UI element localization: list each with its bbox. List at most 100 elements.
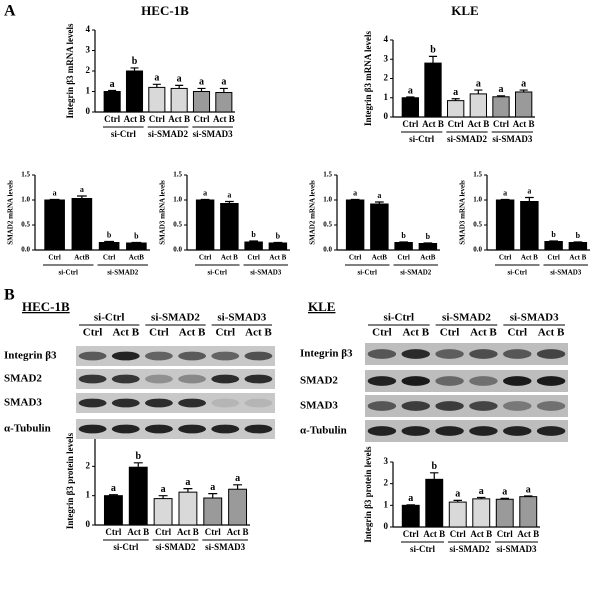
significance-letter: a bbox=[479, 486, 484, 497]
lane-label: Ctrl bbox=[372, 327, 392, 339]
row-label: SMAD3 bbox=[4, 397, 42, 409]
significance-letter: a bbox=[377, 191, 381, 200]
blot-band bbox=[211, 351, 240, 361]
blot-band bbox=[469, 401, 498, 411]
bar bbox=[215, 92, 233, 113]
significance-letter: a bbox=[221, 77, 226, 88]
bar bbox=[192, 91, 211, 113]
blot-band bbox=[78, 351, 107, 361]
error-bar bbox=[375, 201, 384, 204]
significance-letter: a bbox=[185, 477, 190, 488]
significance-letter: b bbox=[134, 231, 139, 240]
significance-letter: a bbox=[521, 78, 526, 89]
blot-band bbox=[144, 351, 173, 361]
y-tick-label: 1.5 bbox=[173, 171, 182, 179]
blot-strip bbox=[365, 395, 568, 417]
x-tick-label: Ctrl bbox=[450, 529, 466, 539]
group-label: si-SMAD2 bbox=[151, 312, 200, 324]
significance-letter: a bbox=[408, 85, 413, 96]
bar bbox=[345, 199, 365, 251]
bar bbox=[568, 242, 588, 251]
error-bar bbox=[133, 462, 143, 468]
blot-strip bbox=[76, 346, 275, 366]
x-tick-label: ActB bbox=[372, 254, 387, 262]
bar bbox=[178, 491, 198, 526]
error-bar bbox=[76, 195, 87, 199]
bar bbox=[394, 242, 413, 251]
y-tick-label: 1 bbox=[86, 86, 91, 96]
lane-label: Ctrl bbox=[215, 327, 235, 339]
blot-band bbox=[178, 374, 207, 384]
significance-letter: a bbox=[227, 190, 231, 199]
error-bar bbox=[500, 198, 510, 201]
error-bar bbox=[451, 98, 460, 101]
significance-letter: a bbox=[408, 493, 413, 504]
y-tick-label: 0.0 bbox=[21, 246, 30, 254]
blot-band bbox=[536, 426, 566, 436]
bar bbox=[544, 241, 563, 251]
bar bbox=[228, 488, 248, 526]
group-label: si-SMAD2 bbox=[442, 312, 491, 324]
error-bar bbox=[519, 89, 528, 92]
bar bbox=[447, 100, 465, 118]
blot-band bbox=[435, 349, 464, 359]
error-bar bbox=[477, 496, 486, 499]
error-bar bbox=[549, 240, 558, 242]
error-bar bbox=[208, 493, 218, 499]
significance-letter: b bbox=[276, 231, 281, 240]
x-tick-label: Act B bbox=[470, 529, 492, 539]
lane-label: Ctrl bbox=[149, 327, 169, 339]
lane-label: Act B bbox=[470, 327, 497, 339]
blot-band bbox=[503, 426, 532, 436]
y-tick-label: 1 bbox=[86, 490, 91, 500]
bar bbox=[126, 242, 147, 251]
group-label: si-Ctrl bbox=[384, 312, 415, 324]
significance-letter: b bbox=[135, 451, 141, 462]
x-tick-label: Ctrl bbox=[199, 254, 211, 262]
bar bbox=[103, 495, 123, 526]
x-tick-label: Act B bbox=[127, 527, 149, 537]
significance-letter: a bbox=[499, 84, 504, 95]
y-tick-label: 3 bbox=[384, 456, 389, 466]
bar bbox=[103, 91, 121, 113]
error-bar bbox=[219, 87, 228, 93]
error-bar bbox=[350, 198, 360, 201]
chart-title: KLE bbox=[451, 3, 478, 18]
error-bar bbox=[225, 200, 234, 204]
bar bbox=[244, 241, 263, 251]
bar bbox=[469, 93, 487, 118]
y-tick-label: 0.5 bbox=[21, 221, 30, 229]
y-axis-label: SMAD3 mRNA levels bbox=[459, 180, 467, 245]
x-tick-label: Act B bbox=[177, 527, 199, 537]
y-tick-label: 4 bbox=[384, 34, 389, 44]
significance-letter: a bbox=[476, 78, 481, 89]
blot-title: HEC-1B bbox=[22, 299, 70, 314]
blot-band bbox=[111, 424, 140, 434]
group-label: si-Ctrl bbox=[409, 134, 434, 144]
error-bar bbox=[131, 241, 142, 244]
error-bar bbox=[399, 241, 408, 243]
blot-strip bbox=[365, 420, 568, 442]
y-tick-label: 0 bbox=[384, 521, 389, 531]
error-bar bbox=[453, 499, 462, 503]
bar bbox=[401, 97, 419, 118]
x-tick-label: Act B bbox=[517, 529, 539, 539]
blot-band bbox=[503, 349, 532, 359]
error-bar bbox=[108, 494, 118, 496]
blot-strip bbox=[76, 369, 275, 389]
bar bbox=[203, 497, 223, 526]
y-axis-label: SMAD2 mRNA levels bbox=[7, 180, 15, 245]
blot-band bbox=[435, 426, 464, 436]
x-tick-label: Ctrl bbox=[403, 529, 419, 539]
y-axis-label: Integrin β3 mRNA levels bbox=[363, 31, 373, 126]
lane-label: Ctrl bbox=[83, 327, 103, 339]
group-label: si-SMAD3 bbox=[217, 312, 266, 324]
error-bar bbox=[183, 488, 193, 493]
group-label: si-Ctrl bbox=[94, 312, 125, 324]
group-label: si-Ctrl bbox=[113, 542, 138, 552]
y-tick-label: 0 bbox=[384, 111, 389, 121]
group-label: si-SMAD2 bbox=[450, 544, 490, 554]
y-tick-label: 0.5 bbox=[173, 221, 182, 229]
significance-letter: a bbox=[111, 483, 116, 494]
